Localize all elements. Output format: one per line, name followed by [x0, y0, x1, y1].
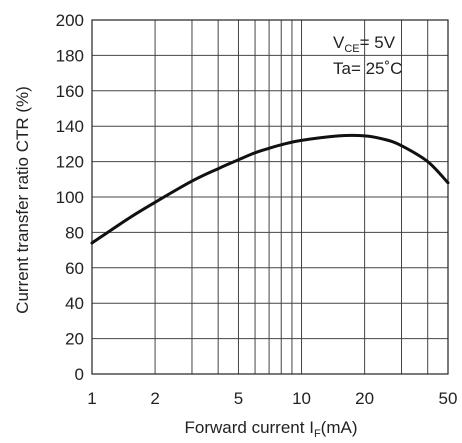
x-tick-label: 5 [234, 389, 243, 408]
y-tick-label: 140 [56, 117, 84, 136]
y-tick-label: 60 [65, 259, 84, 278]
x-tick-label: 2 [150, 389, 159, 408]
y-tick-label: 160 [56, 82, 84, 101]
y-tick-label: 20 [65, 330, 84, 349]
plot-frame [91, 19, 449, 375]
x-tick-label: 1 [87, 389, 96, 408]
x-tick-label: 10 [292, 389, 311, 408]
y-tick-label: 40 [65, 294, 84, 313]
y-tick-label: 120 [56, 153, 84, 172]
x-axis-title: Forward current IF(mA) [185, 418, 358, 440]
y-tick-labels: 0 20 40 60 80 100 120 140 160 180 200 [56, 11, 84, 384]
x-tick-label: 20 [355, 389, 374, 408]
y-tick-label: 100 [56, 188, 84, 207]
y-tick-label: 200 [56, 11, 84, 30]
y-tick-label: 0 [75, 365, 84, 384]
y-axis-title: Current transfer ratio CTR (%) [13, 86, 32, 314]
x-tick-label: 50 [439, 389, 458, 408]
x-tick-labels: 1 2 5 10 20 50 [87, 389, 457, 408]
y-tick-label: 180 [56, 46, 84, 65]
ctr-curve [90, 133, 450, 245]
annotation-ta: Ta= 25˚C [333, 59, 402, 78]
y-tick-label: 80 [65, 223, 84, 242]
annotation-vce: VCE= 5V [333, 33, 396, 55]
